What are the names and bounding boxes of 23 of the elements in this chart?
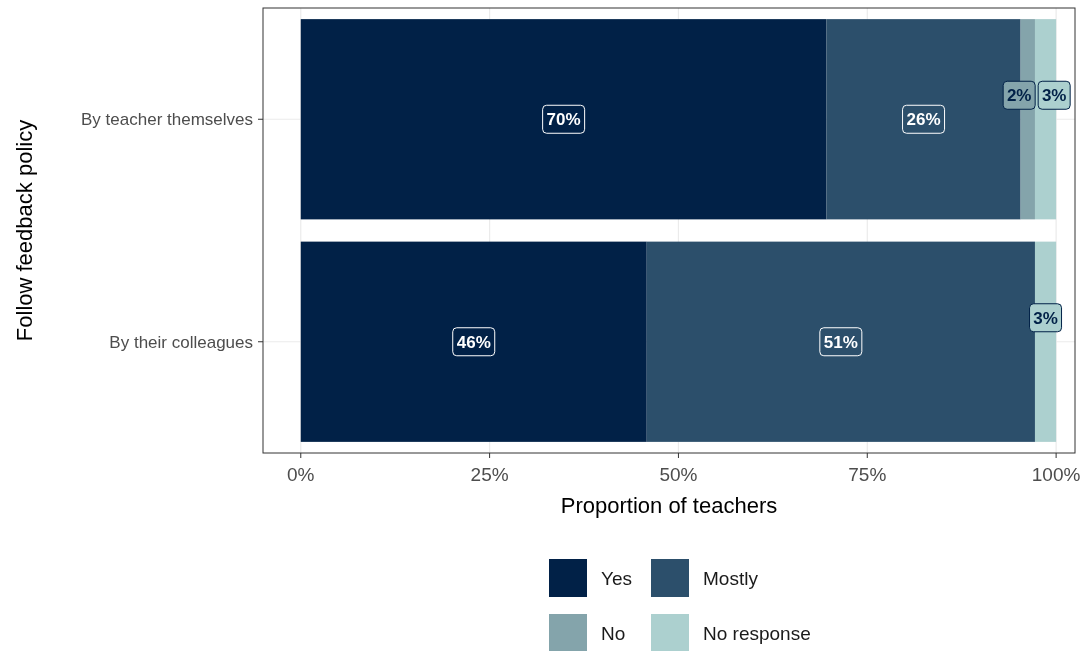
legend-label: No bbox=[601, 623, 626, 644]
bar bbox=[300, 19, 827, 220]
data-label: 46% bbox=[456, 332, 491, 352]
data-label: 51% bbox=[823, 332, 858, 352]
data-label: 2% bbox=[1006, 86, 1032, 106]
legend-label: No response bbox=[703, 623, 811, 644]
x-tick-label: 0% bbox=[287, 464, 315, 485]
x-axis-title: Proportion of teachers bbox=[560, 493, 778, 518]
data-label: 3% bbox=[1041, 86, 1067, 106]
bar bbox=[300, 241, 647, 442]
bar bbox=[646, 241, 1035, 442]
y-axis-title: Follow feedback policy bbox=[12, 119, 37, 342]
y-tick-label: By their colleagues bbox=[109, 332, 253, 352]
legend-label: Mostly bbox=[703, 568, 759, 589]
x-tick-label: 100% bbox=[1031, 464, 1081, 485]
legend-label: Yes bbox=[601, 568, 632, 589]
x-tick-label: 75% bbox=[848, 464, 887, 485]
x-tick-label: 50% bbox=[659, 464, 698, 485]
x-tick-label: 25% bbox=[470, 464, 509, 485]
data-label: 3% bbox=[1033, 308, 1058, 328]
data-label: 70% bbox=[546, 110, 581, 130]
y-tick-label: By teacher themselves bbox=[81, 110, 253, 130]
data-label: 26% bbox=[906, 110, 941, 130]
